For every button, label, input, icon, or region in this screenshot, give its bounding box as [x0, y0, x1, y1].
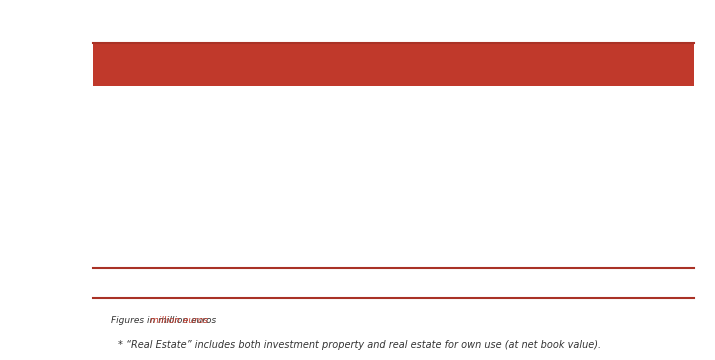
Text: Figures in million euros: Figures in million euros: [111, 315, 216, 324]
Text: 7.3 %: 7.3 %: [543, 248, 577, 261]
Text: Other investments: Other investments: [111, 248, 222, 261]
Text: -2.0 %: -2.0 %: [543, 119, 581, 132]
Text: 1,570.4: 1,570.4: [453, 197, 498, 210]
Text: Mutual funds: Mutual funds: [111, 197, 188, 210]
Text: 23,396.0: 23,396.0: [358, 93, 410, 106]
Text: 3.8 %: 3.8 %: [543, 145, 577, 158]
Text: Cash: Cash: [111, 222, 140, 235]
Text: 2,694,9: 2,694,9: [358, 171, 403, 184]
Text: * “Real Estate” includes both investment property and real estate for own use (a: * “Real Estate” includes both investment…: [118, 340, 601, 350]
Text: 1,414.6: 1,414.6: [358, 197, 403, 210]
Text: 44,893.2: 44,893.2: [358, 276, 419, 290]
Text: 2,418.9: 2,418.9: [358, 222, 402, 235]
Text: JUNE 2021: JUNE 2021: [453, 60, 514, 70]
Text: million euros: million euros: [150, 315, 208, 324]
Text: Government fixed income: Government fixed income: [111, 93, 265, 106]
Text: 2,239,9: 2,239,9: [358, 145, 402, 158]
Text: 4,930.3: 4,930.3: [453, 248, 498, 261]
Text: TOTAL: TOTAL: [111, 276, 155, 290]
Text: -4.1 %: -4.1 %: [543, 93, 581, 106]
Text: 22,439.9: 22,439.9: [453, 93, 506, 106]
Text: 11.5 %: 11.5 %: [543, 171, 584, 184]
Text: 3,004.2: 3,004.2: [453, 171, 498, 184]
Text: 11.0 %: 11.0 %: [543, 197, 584, 210]
Text: -2.2 %: -2.2 %: [543, 222, 581, 235]
Text: Δ %: Δ %: [543, 60, 566, 70]
Text: 4,593.1: 4,593.1: [358, 248, 402, 261]
Text: -0.6 %: -0.6 %: [543, 276, 588, 290]
Text: 2,325.3: 2,325.3: [453, 145, 498, 158]
Text: 8,135.7: 8,135.7: [358, 119, 402, 132]
Text: 7,971.3: 7,971.3: [453, 119, 498, 132]
Text: 2,364.7: 2,364.7: [453, 222, 498, 235]
Text: Corporate fixed income: Corporate fixed income: [111, 119, 250, 132]
Text: ITEM: ITEM: [111, 60, 139, 70]
Text: 44,606.0: 44,606.0: [453, 276, 515, 290]
Text: Equity: Equity: [111, 171, 149, 184]
Text: Real Estate*: Real Estate*: [111, 145, 184, 158]
Text: DECEMBER 2020: DECEMBER 2020: [358, 60, 454, 70]
